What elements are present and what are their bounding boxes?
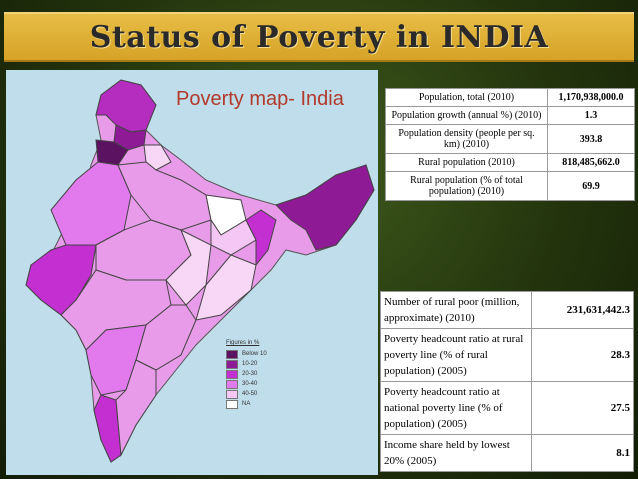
row-label: Income share held by lowest 20% (2005) [380, 434, 532, 472]
india-map [25, 79, 375, 463]
row-label: Population density (people per sq. km) (… [385, 124, 548, 154]
map-title: Poverty map- India [176, 88, 344, 110]
row-value: 231,631,442.3 [531, 291, 634, 329]
table-row: Rural population (% of total population)… [385, 171, 635, 201]
row-label: Rural population (% of total population)… [385, 171, 548, 201]
row-label: Number of rural poor (million, approxima… [380, 291, 532, 329]
legend-swatch [226, 359, 238, 369]
legend-item: 40-50 [226, 389, 267, 399]
table-row: Population, total (2010) 1,170,938,000.0 [385, 88, 635, 107]
legend-label: NA [242, 401, 251, 407]
map-region-west-bengal [245, 209, 277, 267]
legend-swatch [226, 389, 238, 399]
row-label: Population, total (2010) [385, 88, 548, 107]
table-row: Poverty headcount ratio at rural poverty… [380, 328, 634, 382]
row-label: Rural population (2010) [385, 153, 548, 172]
row-value: 1.3 [547, 106, 635, 125]
legend-swatch [226, 369, 238, 379]
slide-title: Status of Poverty in INDIA [89, 19, 549, 55]
poverty-map-panel: Poverty map- India Figures in % Below 10… [6, 70, 378, 475]
table-row: Number of rural poor (million, approxima… [380, 291, 634, 329]
rural-poverty-table: Number of rural poor (million, approxima… [380, 291, 634, 472]
table-row: Population growth (annual %) (2010) 1.3 [385, 106, 635, 125]
table-row: Income share held by lowest 20% (2005) 8.… [380, 434, 634, 472]
legend-label: 40-50 [242, 391, 258, 397]
map-legend: Figures in % Below 10 10-20 20-30 30-40 40-5… [226, 340, 267, 409]
row-value: 27.5 [531, 381, 634, 435]
legend-item: Below 10 [226, 349, 267, 359]
legend-item: 30-40 [226, 379, 267, 389]
map-region-uttarakhand [143, 144, 172, 171]
row-label: Poverty headcount ratio at national pove… [380, 381, 532, 435]
map-region-tamil-nadu [115, 359, 157, 457]
legend-swatch [226, 399, 238, 409]
row-value: 393.8 [547, 124, 635, 154]
row-label: Population growth (annual %) (2010) [385, 106, 548, 125]
map-region-northeast [275, 164, 375, 251]
legend-item: 20-30 [226, 369, 267, 379]
row-value: 69.9 [547, 171, 635, 201]
legend-label: 20-30 [242, 371, 258, 377]
legend-title: Figures in % [226, 340, 260, 346]
map-region-gujarat [25, 244, 97, 316]
legend-swatch [226, 349, 238, 359]
legend-swatch [226, 379, 238, 389]
row-value: 1,170,938,000.0 [547, 88, 635, 107]
title-bar: Status of Poverty in INDIA [4, 12, 634, 62]
row-value: 818,485,662.0 [547, 153, 635, 172]
legend-label: 10-20 [242, 361, 258, 367]
legend-item: NA [226, 399, 267, 409]
row-value: 28.3 [531, 328, 634, 382]
population-table: Population, total (2010) 1,170,938,000.0 P… [385, 88, 635, 201]
row-value: 8.1 [531, 434, 634, 472]
legend-label: 30-40 [242, 381, 258, 387]
table-row: Rural population (2010) 818,485,662.0 [385, 153, 635, 172]
table-row: Poverty headcount ratio at national pove… [380, 381, 634, 435]
legend-item: 10-20 [226, 359, 267, 369]
table-row: Population density (people per sq. km) (… [385, 124, 635, 154]
map-region-punjab [95, 139, 129, 166]
legend-label: Below 10 [242, 351, 267, 357]
row-label: Poverty headcount ratio at rural poverty… [380, 328, 532, 382]
